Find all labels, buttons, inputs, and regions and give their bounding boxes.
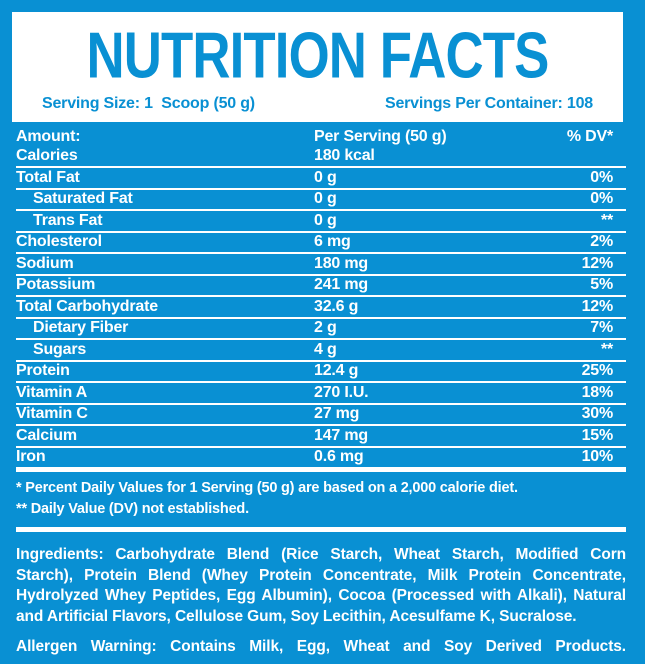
row-nutrient-name: Protein: [16, 362, 70, 380]
allergen-warning-text: Allergen Warning: Contains Milk, Egg, Wh…: [16, 638, 626, 655]
table-row: Saturated Fat 0 g 0%: [16, 190, 626, 211]
footnote-dv-not-established: ** Daily Value (DV) not established.: [16, 501, 249, 517]
row-amount-value: 4 g: [314, 340, 337, 358]
row-dv-value: 12%: [581, 254, 614, 272]
label-content: Amount: Per Serving (50 g) % DV* Calorie…: [16, 127, 626, 657]
table-row: Calories 180 kcal: [16, 147, 626, 168]
row-amount-value: 0 g: [314, 211, 337, 229]
table-row: Potassium 241 mg 5%: [16, 276, 626, 297]
table-row: Vitamin C 27 mg 30%: [16, 405, 626, 426]
row-dv-value: **: [600, 211, 613, 229]
row-dv-value: 18%: [581, 383, 614, 401]
row-dv-value: 12%: [581, 297, 614, 315]
table-row: Protein 12.4 g 25%: [16, 362, 626, 383]
table-row: Calcium 147 mg 15%: [16, 426, 626, 448]
row-dv-value: 7%: [590, 319, 613, 337]
column-header-amount: Amount:: [16, 127, 81, 145]
column-header-dv: % DV*: [566, 127, 613, 145]
row-nutrient-name: Sugars: [33, 340, 87, 358]
row-amount-value: 6 mg: [314, 233, 351, 251]
row-amount-value: 241 mg: [314, 276, 368, 294]
row-nutrient-name: Iron: [16, 448, 46, 466]
row-amount-value: 12.4 g: [314, 362, 359, 380]
row-nutrient-name: Calories: [16, 147, 78, 165]
table-header-row: Amount: Per Serving (50 g) % DV*: [16, 127, 626, 147]
row-nutrient-name: Saturated Fat: [33, 190, 133, 208]
row-amount-value: 180 mg: [314, 254, 368, 272]
row-amount-value: 147 mg: [314, 426, 368, 444]
table-row: Total Fat 0 g 0%: [16, 168, 626, 190]
row-nutrient-name: Sodium: [16, 254, 74, 272]
serving-info-row: Serving Size: 1 Scoop (50 g) Servings Pe…: [12, 95, 623, 122]
section-divider-bar: [16, 467, 626, 472]
table-row: Total Carbohydrate 32.6 g 12%: [16, 297, 626, 319]
row-amount-value: 0 g: [314, 190, 337, 208]
table-row: Cholesterol 6 mg 2%: [16, 233, 626, 254]
row-amount-value: 32.6 g: [314, 297, 359, 315]
header-panel: NUTRITION FACTS Serving Size: 1 Scoop (5…: [12, 12, 623, 122]
footnotes: * Percent Daily Values for 1 Serving (50…: [16, 472, 626, 527]
serving-size-text: Serving Size: 1 Scoop (50 g): [42, 95, 255, 112]
row-dv-value: 25%: [581, 362, 614, 380]
row-nutrient-name: Vitamin C: [16, 405, 88, 423]
table-row: Sodium 180 mg 12%: [16, 254, 626, 276]
row-dv-value: 0%: [590, 190, 613, 208]
row-amount-value: 27 mg: [314, 405, 360, 423]
row-dv-value: 10%: [581, 448, 614, 466]
column-header-per-serving: Per Serving (50 g): [314, 127, 447, 145]
table-row: Iron 0.6 mg 10%: [16, 448, 626, 468]
row-dv-value: 0%: [590, 168, 613, 186]
servings-per-container-text: Servings Per Container: 108: [384, 95, 593, 112]
row-amount-value: 180 kcal: [314, 147, 375, 165]
row-amount-value: 0.6 mg: [314, 448, 364, 466]
row-nutrient-name: Calcium: [16, 426, 77, 444]
table-row: Trans Fat 0 g **: [16, 211, 626, 233]
nutrition-table-body: Calories 180 kcal Total Fat 0 g 0% Satur…: [16, 147, 626, 468]
table-row: Sugars 4 g **: [16, 340, 626, 362]
row-dv-value: 30%: [581, 405, 614, 423]
footnote-daily-values: * Percent Daily Values for 1 Serving (50…: [16, 480, 518, 496]
table-row: Vitamin A 270 I.U. 18%: [16, 383, 626, 405]
row-amount-value: 2 g: [314, 319, 337, 337]
ingredients-text: Ingredients: Carbohydrate Blend (Rice St…: [16, 546, 626, 625]
row-nutrient-name: Trans Fat: [33, 211, 103, 229]
row-dv-value: 15%: [581, 426, 614, 444]
row-nutrient-name: Vitamin A: [16, 383, 88, 401]
section-divider-bar: [16, 527, 626, 532]
row-nutrient-name: Cholesterol: [16, 233, 102, 251]
row-dv-value: 2%: [590, 233, 613, 251]
row-nutrient-name: Total Carbohydrate: [16, 297, 158, 315]
row-nutrient-name: Dietary Fiber: [33, 319, 129, 337]
row-dv-value: 5%: [590, 276, 613, 294]
row-nutrient-name: Total Fat: [16, 168, 80, 186]
row-amount-value: 0 g: [314, 168, 337, 186]
row-dv-value: **: [600, 340, 613, 358]
row-nutrient-name: Potassium: [16, 276, 96, 294]
title-wrap: NUTRITION FACTS: [12, 12, 623, 95]
row-amount-value: 270 I.U.: [314, 383, 369, 401]
page-title: NUTRITION FACTS: [86, 19, 549, 92]
table-row: Dietary Fiber 2 g 7%: [16, 319, 626, 340]
